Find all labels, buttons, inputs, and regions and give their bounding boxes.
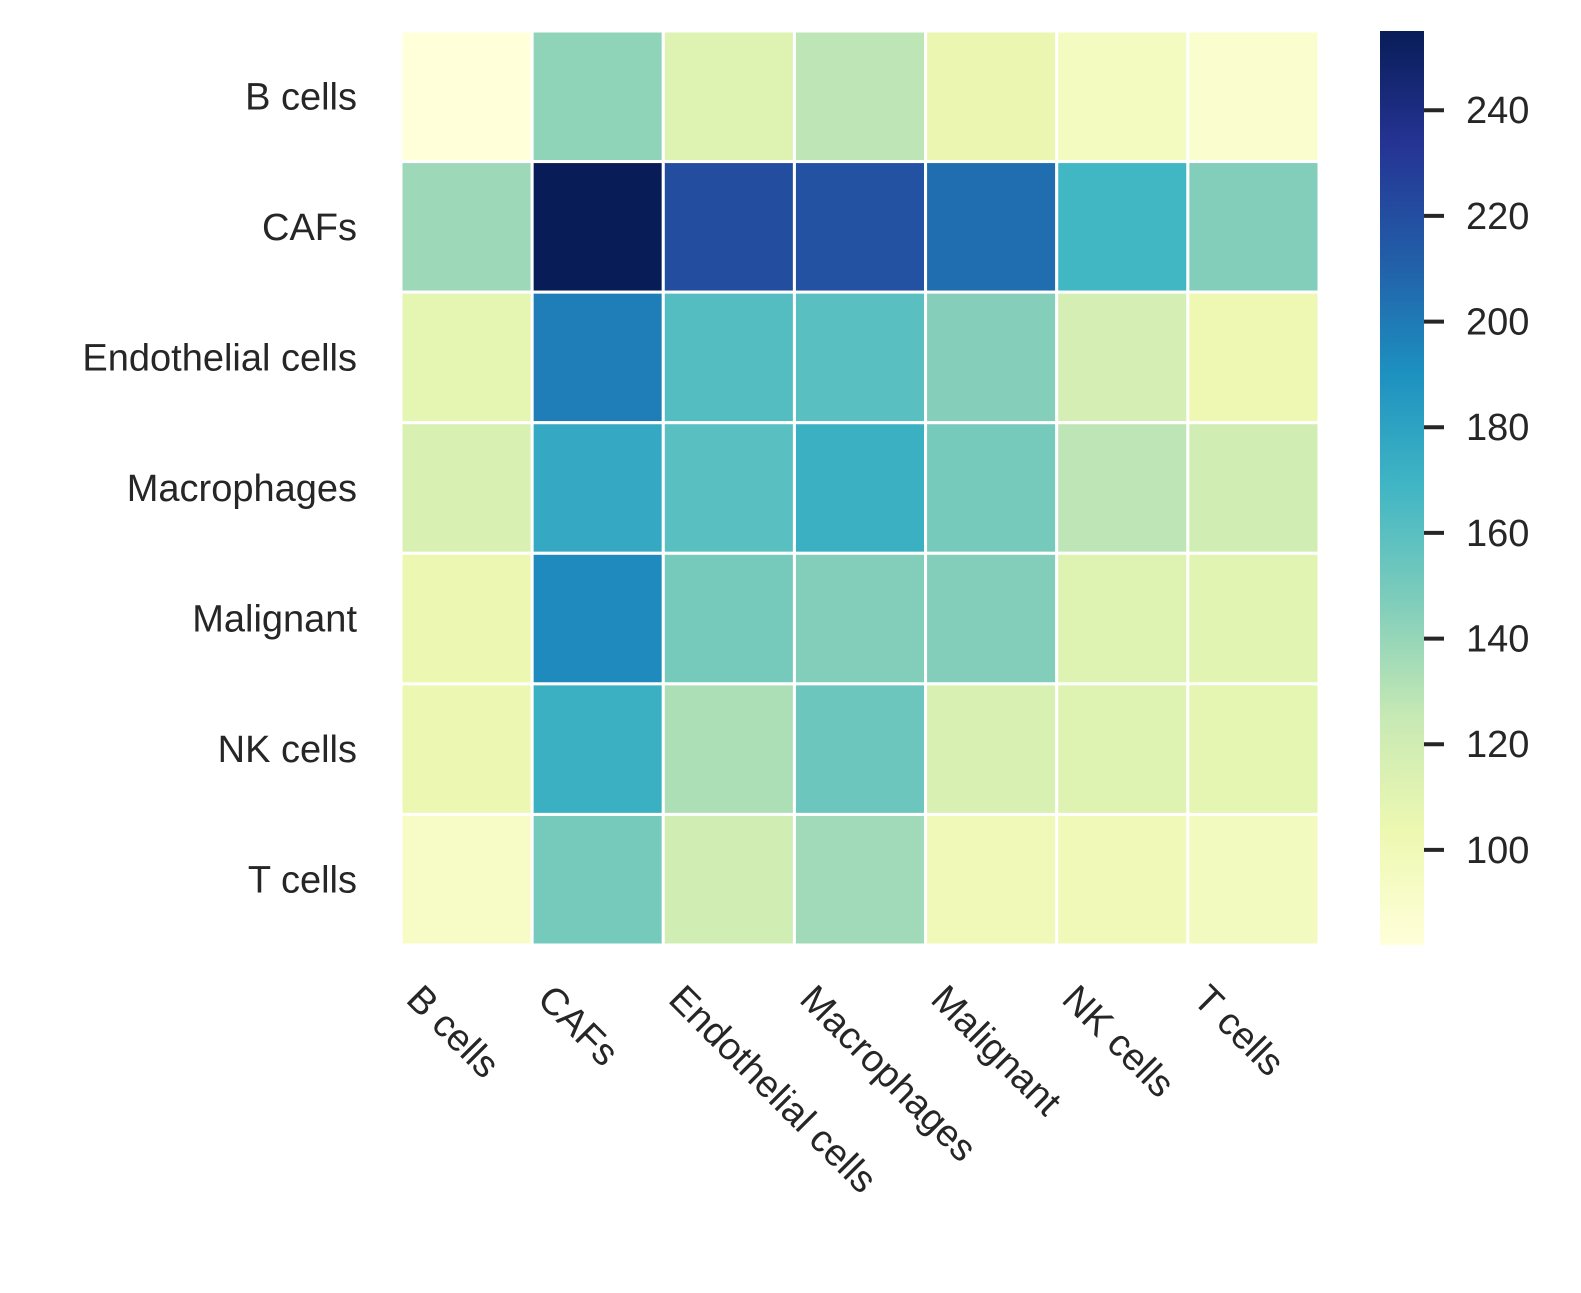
heatmap-cell <box>530 682 665 816</box>
heatmap-cell <box>661 160 796 294</box>
heatmap-cell <box>924 29 1059 164</box>
y-axis-ticks: B cells CAFs Endothelial cells Macrophages M… <box>82 76 357 901</box>
heatmap-cell <box>792 29 928 164</box>
heatmap-cell <box>1186 812 1321 947</box>
heatmap-cell <box>661 682 796 816</box>
heatmap-cell <box>399 290 534 425</box>
heatmap-cell <box>399 682 534 816</box>
heatmap-cell <box>530 290 665 425</box>
heatmap-cell <box>792 160 928 294</box>
heatmap-cell <box>1186 421 1321 555</box>
heatmap-cell <box>1055 290 1190 425</box>
heatmap-cell <box>399 551 534 686</box>
heatmap-cell <box>792 812 928 947</box>
heatmap-cells <box>399 29 1321 947</box>
heatmap-cell <box>661 290 796 425</box>
heatmap-cell <box>530 812 665 947</box>
heatmap-cell <box>399 812 534 947</box>
heatmap-cell <box>792 290 928 425</box>
heatmap-cell <box>924 421 1059 555</box>
heatmap-cell <box>1186 29 1321 164</box>
heatmap-cell <box>792 682 928 816</box>
heatmap-cell <box>1055 812 1190 947</box>
y-tick-label: Malignant <box>192 599 357 641</box>
heatmap-cell <box>1055 682 1190 816</box>
x-tick-label: NK cells <box>1054 978 1182 1106</box>
heatmap-cell <box>530 551 665 686</box>
x-axis-ticks: B cells CAFs Endothelial cellsMacrophagesM… <box>398 978 1292 1202</box>
colorbar-tick-label: 100 <box>1466 830 1529 872</box>
heatmap-cell <box>1055 29 1190 164</box>
colorbar-ticks: 100 120 140 160 180 200 220 240 <box>1424 90 1529 872</box>
heatmap-cell <box>661 812 796 947</box>
heatmap-cell <box>1055 551 1190 686</box>
y-tick-label: T cells <box>248 860 357 902</box>
heatmap-cell <box>1055 160 1190 294</box>
y-tick-label: B cells <box>245 76 357 118</box>
colorbar <box>1380 31 1424 945</box>
colorbar-tick-label: 160 <box>1466 513 1529 555</box>
heatmap-cell <box>1186 160 1321 294</box>
y-tick-label: CAFs <box>262 207 357 249</box>
y-tick-label: Endothelial cells <box>82 337 357 379</box>
colorbar-tick-label: 140 <box>1466 619 1529 661</box>
colorbar-tick-label: 200 <box>1466 302 1529 344</box>
heatmap-cell <box>792 551 928 686</box>
heatmap-cell <box>399 29 534 164</box>
heatmap-cell <box>924 812 1059 947</box>
colorbar-tick-label: 220 <box>1466 196 1529 238</box>
x-tick-label: CAFs <box>529 978 626 1075</box>
colorbar-tick-label: 180 <box>1466 407 1529 449</box>
heatmap-cell <box>399 421 534 555</box>
colorbar-tick-label: 240 <box>1466 90 1529 132</box>
heatmap-cell <box>530 421 665 555</box>
heatmap-cell <box>661 421 796 555</box>
heatmap-cell <box>924 160 1059 294</box>
heatmap-cell <box>399 160 534 294</box>
y-tick-label: Macrophages <box>127 468 357 510</box>
heatmap-cell <box>924 682 1059 816</box>
y-tick-label: NK cells <box>218 729 357 771</box>
x-tick-label: B cells <box>398 978 507 1087</box>
heatmap-cell <box>1055 421 1190 555</box>
heatmap-cell <box>1186 551 1321 686</box>
heatmap-cell <box>530 160 665 294</box>
heatmap-cell <box>661 551 796 686</box>
colorbar-tick-label: 120 <box>1466 724 1529 766</box>
heatmap-cell <box>530 29 665 164</box>
heatmap-cell <box>924 290 1059 425</box>
heatmap-cell <box>924 551 1059 686</box>
heatmap-cell <box>1186 290 1321 425</box>
heatmap-cell <box>661 29 796 164</box>
heatmap-cell <box>792 421 928 555</box>
heatmap-cell <box>1186 682 1321 816</box>
x-tick-label: T cells <box>1185 978 1292 1085</box>
